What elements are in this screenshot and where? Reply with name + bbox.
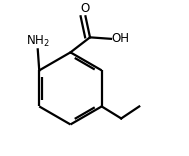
Text: OH: OH [112,32,130,45]
Text: O: O [81,2,90,15]
Text: NH$_2$: NH$_2$ [26,34,50,49]
